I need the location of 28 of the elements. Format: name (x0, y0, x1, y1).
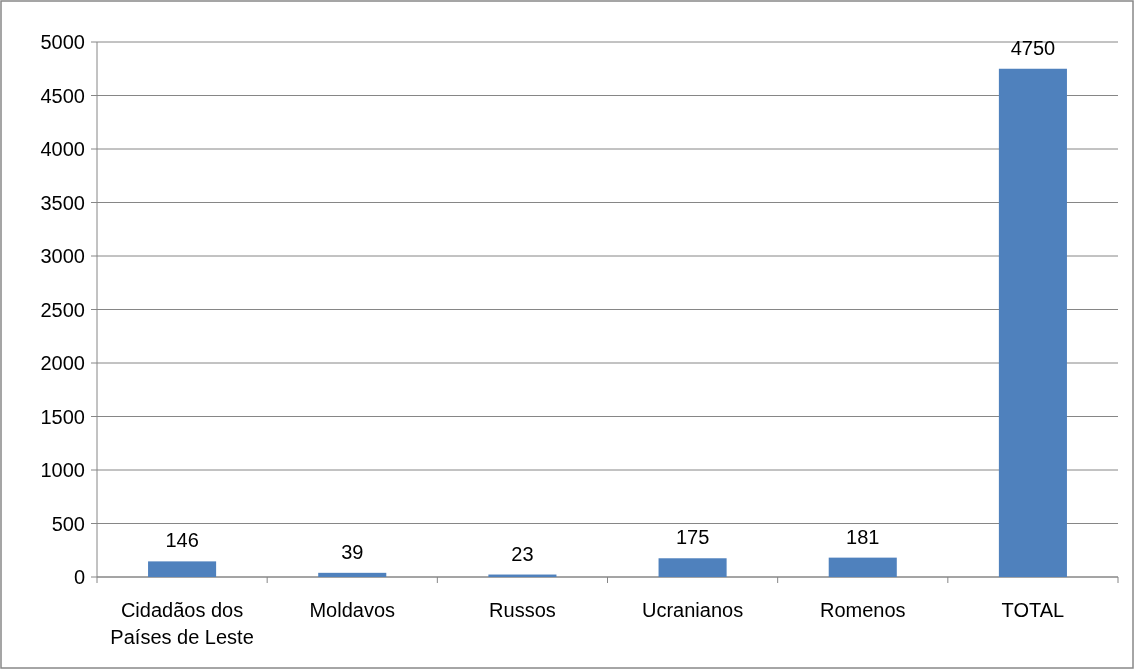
data-label: 175 (675, 526, 710, 549)
y-tick-label: 500 (51, 512, 85, 535)
y-tick-label: 5000 (40, 31, 85, 53)
x-tick-label: Romenos (819, 599, 906, 621)
x-tick-label: Moldavos (309, 599, 396, 621)
data-label: 181 (846, 525, 880, 548)
y-tick-label: 1500 (40, 405, 85, 428)
data-label: 4750 (1010, 36, 1056, 59)
y-tick-label: 3500 (40, 191, 85, 214)
y-tick-label: 2000 (40, 352, 85, 374)
x-tick-label: Russos (489, 599, 556, 621)
x-tick-label: TOTAL (1001, 599, 1065, 621)
y-tick-label: 3000 (40, 245, 85, 267)
x-tick-label: Ucranianos (642, 599, 744, 621)
y-tick-label: 4000 (40, 138, 85, 160)
data-label: 39 (341, 540, 364, 563)
bar (148, 561, 217, 577)
data-label: 23 (511, 542, 534, 565)
y-tick-label: 2500 (40, 298, 85, 321)
bar (318, 572, 387, 577)
y-tick-label: 1000 (40, 459, 85, 481)
data-label: 146 (165, 529, 199, 552)
bar (828, 557, 897, 577)
bar (658, 558, 727, 577)
y-tick-label: 0 (73, 566, 85, 588)
y-tick-label: 4500 (40, 84, 85, 107)
x-tick-label: Cidadãos dos Países de Leste (110, 599, 254, 648)
bar (998, 68, 1067, 577)
